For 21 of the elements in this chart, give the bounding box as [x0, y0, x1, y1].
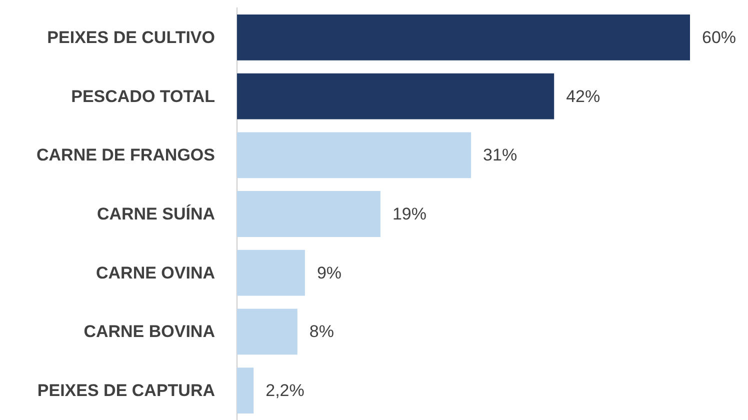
- data-label: 19%: [392, 204, 426, 224]
- y-tick-label: CARNE BOVINA: [84, 322, 215, 342]
- y-tick-label: CARNE OVINA: [96, 263, 215, 282]
- y-tick-label: CARNE SUÍNA: [96, 204, 215, 224]
- y-tick-label: PESCADO TOTAL: [71, 86, 215, 106]
- y-tick-label: PEIXES DE CAPTURA: [37, 381, 215, 400]
- y-tick-label: CARNE DE FRANGOS: [36, 146, 215, 165]
- data-label: 2,2%: [266, 381, 304, 400]
- bar: [237, 308, 298, 355]
- data-label: 9%: [316, 263, 342, 282]
- bar: [237, 250, 305, 296]
- y-tick-label: PEIXES DE CULTIVO: [47, 28, 215, 47]
- data-label: 42%: [566, 86, 600, 106]
- data-label: 8%: [309, 322, 334, 342]
- data-label: 60%: [702, 28, 736, 47]
- bar: [237, 191, 380, 237]
- bar: [237, 14, 690, 60]
- bar: [237, 73, 554, 120]
- bar: [237, 368, 254, 414]
- bar: [237, 132, 472, 178]
- data-label: 31%: [483, 146, 518, 165]
